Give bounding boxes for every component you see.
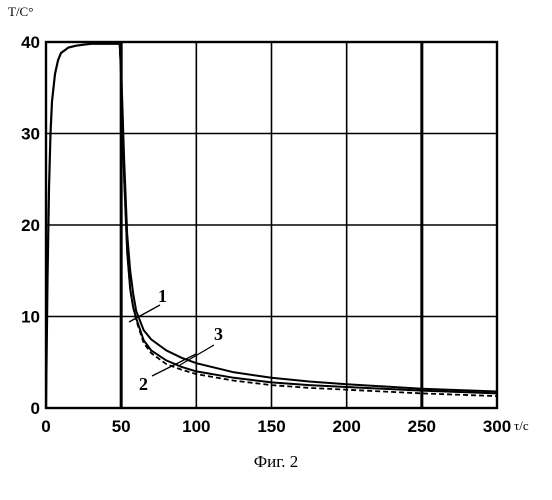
x-tick-label: 150 — [257, 417, 285, 436]
x-axis-label: τ/c — [514, 418, 529, 433]
x-tick-label: 100 — [182, 417, 210, 436]
x-tick-label: 300 — [483, 417, 511, 436]
y-tick-label: 40 — [21, 33, 40, 52]
curve-label-leader-2 — [152, 354, 196, 376]
chart-svg: 0 50 100 150 200 250 300 0 10 20 30 40 T/C° τ/c 1 2 3 — [0, 0, 552, 440]
x-tick-label: 0 — [41, 417, 50, 436]
y-tick-label: 10 — [21, 308, 40, 327]
heating-curve — [46, 44, 120, 408]
series-line-2 — [120, 44, 497, 394]
y-axis-label: T/C° — [8, 4, 33, 19]
series-line-1 — [120, 44, 497, 392]
curve-label-1: 1 — [158, 286, 167, 306]
y-tick-label: 30 — [21, 125, 40, 144]
x-tick-label: 200 — [332, 417, 360, 436]
y-tick-label: 0 — [31, 399, 40, 418]
curve-label-2: 2 — [139, 374, 148, 394]
figure-caption: Фиг. 2 — [0, 452, 552, 472]
series-line-3 — [120, 44, 497, 396]
curve-label-3: 3 — [214, 324, 223, 344]
x-tick-label: 50 — [112, 417, 131, 436]
x-tick-label: 250 — [408, 417, 436, 436]
y-tick-label: 20 — [21, 216, 40, 235]
